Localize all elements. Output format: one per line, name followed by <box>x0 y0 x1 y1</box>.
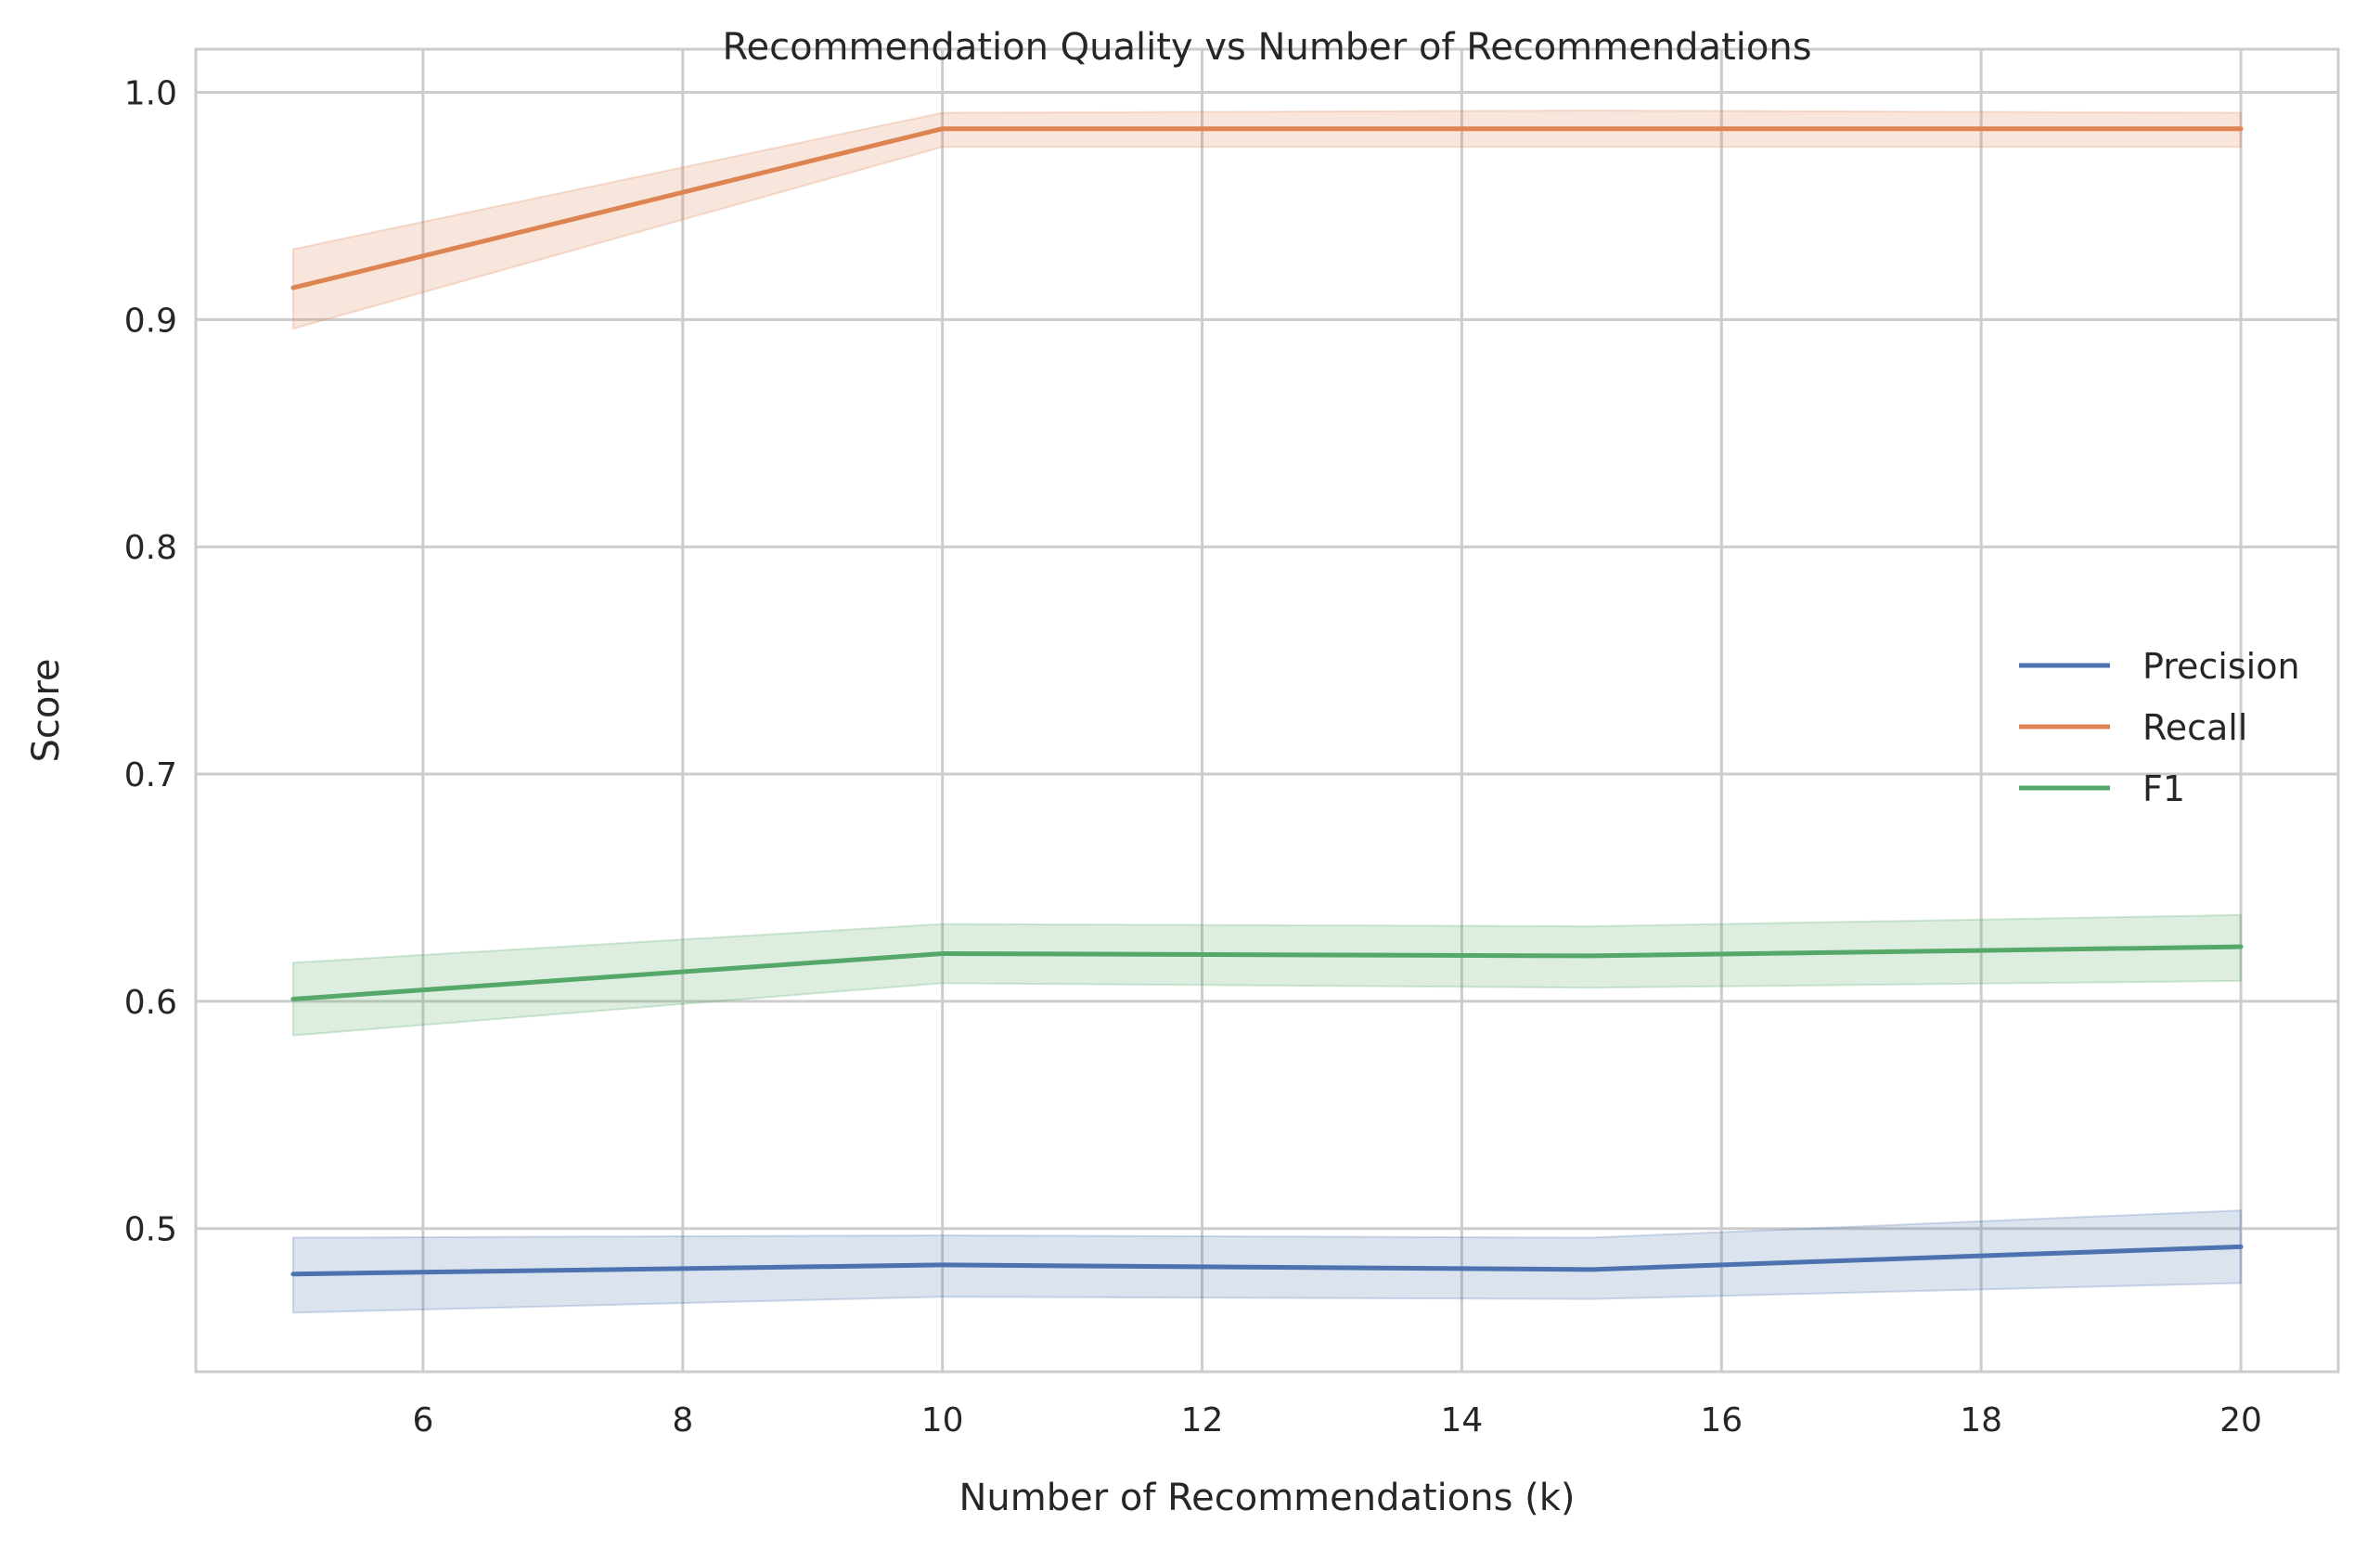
x-tick-label: 8 <box>672 1401 693 1439</box>
series-lines <box>290 126 2244 1277</box>
confidence-band-precision <box>291 1209 2243 1314</box>
legend-label-recall: Recall <box>2142 707 2247 748</box>
legend-label-f1: F1 <box>2142 768 2185 809</box>
x-tick-label: 6 <box>412 1401 433 1439</box>
series-line-recall <box>290 126 2244 290</box>
confidence-band-f1 <box>291 913 2243 1037</box>
series-line-f1 <box>290 944 2244 1001</box>
grid <box>196 49 2338 1372</box>
x-tick-labels: 6 8 10 12 14 16 18 20 <box>412 1401 2262 1439</box>
y-axis-label: Score <box>25 658 68 762</box>
y-tick-label: 1.0 <box>124 75 177 113</box>
legend: Precision Recall F1 <box>2019 646 2300 809</box>
x-axis-label: Number of Recommendations (k) <box>958 1477 1575 1519</box>
chart-title: Recommendation Quality vs Number of Reco… <box>722 26 1811 69</box>
x-tick-label: 12 <box>1181 1401 1224 1439</box>
confidence-bands <box>291 110 2243 1314</box>
y-tick-label: 0.5 <box>124 1211 177 1249</box>
y-tick-labels: 0.5 0.6 0.7 0.8 0.9 1.0 <box>124 75 177 1249</box>
x-tick-label: 18 <box>1960 1401 2002 1439</box>
series-line-precision <box>290 1244 2244 1277</box>
x-tick-label: 20 <box>2219 1401 2262 1439</box>
y-tick-label: 0.9 <box>124 302 177 340</box>
y-tick-label: 0.7 <box>124 756 177 794</box>
y-tick-label: 0.6 <box>124 984 177 1022</box>
x-tick-label: 14 <box>1441 1401 1484 1439</box>
plot-frame <box>194 47 2340 1374</box>
y-tick-label: 0.8 <box>124 529 177 567</box>
legend-label-precision: Precision <box>2142 646 2300 687</box>
x-tick-label: 16 <box>1700 1401 1743 1439</box>
x-tick-label: 10 <box>921 1401 964 1439</box>
confidence-band-recall <box>291 110 2243 330</box>
